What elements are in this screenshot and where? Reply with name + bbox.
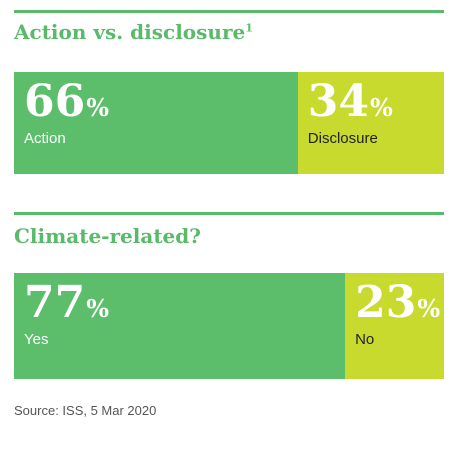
stacked-bar-action-disclosure: 66% Action 34% Disclosure: [14, 72, 444, 174]
top-rule-1: [14, 10, 444, 13]
percent-value: 66%: [24, 80, 109, 124]
percent-sign: %: [86, 294, 110, 323]
top-rule-2: [14, 212, 444, 215]
percent-number: 23: [355, 277, 417, 328]
percent-number: 34: [307, 76, 370, 127]
percent-number: 66: [24, 76, 86, 127]
chart-title-climate-related: Climate-related?: [14, 224, 201, 248]
stacked-bar-climate-related: 77% Yes 23% No: [14, 273, 444, 379]
chart-title-action-disclosure: Action vs. disclosure1: [14, 20, 253, 44]
percent-sign: %: [370, 93, 393, 122]
percent-sign: %: [417, 294, 441, 323]
segment-label: No: [355, 331, 375, 348]
percent-value: 23%: [355, 281, 440, 325]
chart-title-text: Action vs. disclosure: [14, 20, 246, 44]
segment-label: Yes: [24, 331, 49, 348]
bar-segment-action: 66% Action: [14, 72, 298, 174]
percent-value: 34%: [308, 80, 393, 124]
bar-segment-disclosure: 34% Disclosure: [297, 72, 444, 174]
chart-title-text: Climate-related?: [14, 224, 201, 248]
percent-number: 77: [24, 277, 86, 328]
bar-segment-no: 23% No: [345, 273, 444, 379]
percent-value: 77%: [24, 281, 109, 325]
source-note: Source: ISS, 5 Mar 2020: [14, 403, 157, 418]
segment-label: Disclosure: [307, 130, 378, 147]
bar-segment-yes: 77% Yes: [14, 273, 346, 379]
percent-sign: %: [86, 93, 110, 122]
segment-label: Action: [24, 130, 66, 147]
footnote-marker: 1: [245, 21, 253, 35]
